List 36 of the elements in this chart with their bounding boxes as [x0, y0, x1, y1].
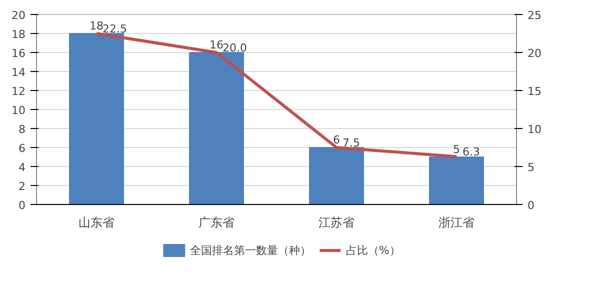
y2-tick-label: 25 [528, 9, 542, 22]
legend-label: 全国排名第一数量（种） [190, 244, 311, 257]
y2-tick-label: 0 [528, 199, 534, 212]
y-tick-label: 14 [12, 66, 26, 79]
y2-tick-label: 5 [528, 161, 534, 174]
legend-label: 占比（%） [346, 244, 400, 257]
bar [309, 147, 364, 204]
data-label: 22.5 [102, 22, 127, 36]
x-tick-label: 山东省 [78, 216, 114, 230]
bar [429, 156, 484, 204]
y2-tick-label: 20 [528, 47, 542, 60]
data-label: 6 [333, 134, 340, 146]
y-tick-label: 18 [12, 28, 26, 41]
y2-tick-label: 10 [528, 123, 542, 136]
line-series [95, 32, 458, 158]
x-tick-label: 江苏省 [318, 216, 354, 230]
y-tick-label: 4 [18, 161, 26, 174]
x-tick-label: 广东省 [198, 216, 234, 230]
y-tick-label: 12 [12, 85, 26, 98]
y-tick-label: 10 [12, 104, 26, 117]
y-tick-label: 8 [18, 123, 26, 136]
bar [69, 33, 124, 204]
y2-tick-label: 15 [528, 85, 542, 98]
data-label: 7.5 [342, 136, 360, 150]
data-label: 5 [453, 143, 460, 156]
data-label: 16 [210, 38, 224, 52]
y-tick-label: 2 [18, 180, 26, 193]
y-tick-label: 6 [18, 142, 26, 155]
data-label: 20.0 [222, 42, 247, 54]
bar [189, 52, 244, 204]
data-label: 6.3 [462, 146, 480, 159]
y-tick-label: 0 [18, 199, 26, 212]
y-tick-label: 16 [12, 47, 26, 60]
x-tick-label: 浙江省 [438, 216, 474, 230]
data-label: 18 [90, 20, 104, 32]
y-tick-label: 20 [12, 9, 26, 22]
